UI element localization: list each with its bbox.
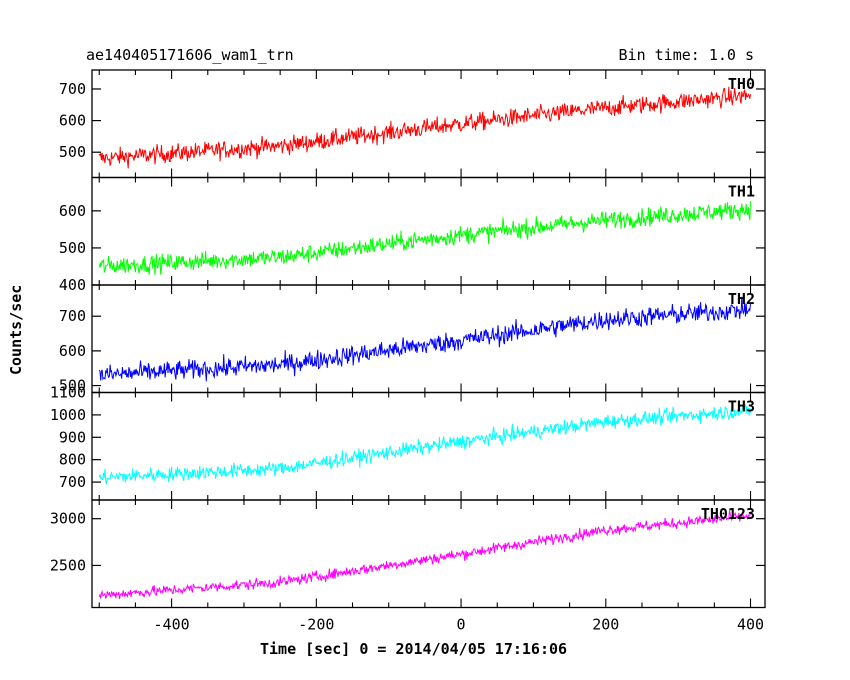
y-tick-label: 600 [59,202,86,220]
series-label-th2: TH2 [728,290,755,308]
y-tick-label: 900 [59,428,86,446]
x-tick-label: 200 [592,616,619,634]
series-label-th0123: TH0123 [701,505,755,523]
series-line-th0 [98,86,751,169]
y-tick-label: 600 [59,112,86,130]
x-axis-label: Time [sec] 0 = 2014/04/05 17:16:06 [260,640,568,658]
series-line-th0123 [98,510,751,600]
y-tick-label: 600 [59,342,86,360]
series-label-th3: TH3 [728,398,755,416]
bin-time-label: Bin time: 1.0 s [618,46,754,64]
y-tick-label: 400 [59,276,86,294]
y-tick-label: 500 [59,143,86,161]
y-tick-label: 700 [59,307,86,325]
y-tick-label: 700 [59,473,86,491]
series-line-th1 [98,201,751,275]
y-tick-label: 2500 [50,556,86,574]
x-tick-label: 0 [457,616,466,634]
panel-frame-th0123 [91,499,766,609]
y-tick-label: 1100 [50,384,86,402]
series-label-th0: TH0 [728,75,755,93]
series-line-th3 [98,403,751,485]
x-tick-label: 400 [737,616,764,634]
y-tick-label: 3000 [50,510,86,528]
y-tick-label: 1000 [50,406,86,424]
series-label-th1: TH1 [728,183,755,201]
y-tick-label: 700 [59,80,86,98]
series-line-th2 [98,296,751,382]
y-tick-label: 800 [59,451,86,469]
y-tick-label: 500 [59,377,86,395]
x-tick-label: -200 [298,616,334,634]
x-tick-label: -400 [154,616,190,634]
y-tick-label: 500 [59,239,86,257]
panel-frame-th0 [91,69,766,179]
chart-title: ae140405171606_wam1_trn [86,46,294,64]
y-axis-label: Counts/sec [7,284,25,375]
